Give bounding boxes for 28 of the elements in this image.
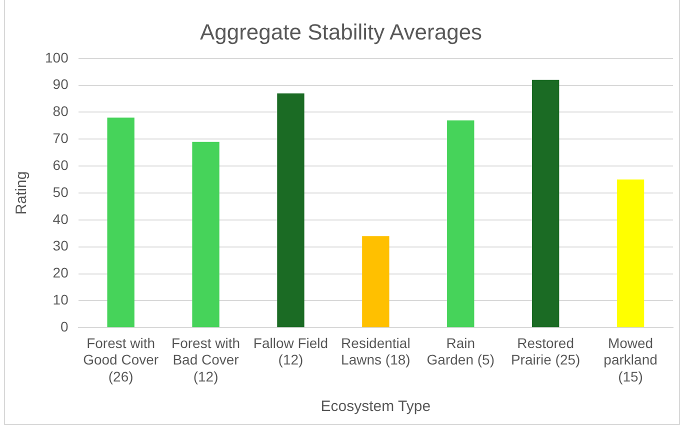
x-tick-label: Restored Prairie (25) <box>510 334 580 368</box>
y-tick-label: 50 <box>52 184 69 200</box>
x-tick-label: Residential Lawns (18) <box>341 334 410 368</box>
chart-title: Aggregate Stability Averages <box>200 19 482 44</box>
y-tick-label: 70 <box>52 130 69 146</box>
y-tick-label: 90 <box>52 76 69 92</box>
y-axis-title: Rating <box>13 171 30 215</box>
x-tick-label: Rain Garden (5) <box>426 334 494 368</box>
x-tick-label: Fallow Field (12) <box>253 334 328 368</box>
bar <box>362 236 390 328</box>
bar <box>277 93 304 328</box>
y-tick-label: 60 <box>52 156 69 173</box>
y-tick-label: 80 <box>52 103 69 120</box>
bar <box>616 180 644 328</box>
bar <box>192 142 220 328</box>
y-tick-label: 40 <box>52 210 69 227</box>
x-axis-title: Ecosystem Type <box>320 398 431 416</box>
y-tick-label: 10 <box>52 292 69 308</box>
x-tick-label: Forest with Bad Cover (12) <box>172 334 240 384</box>
bar <box>532 80 560 328</box>
y-tick-label: 100 <box>45 49 69 66</box>
y-tick-label: 30 <box>52 238 69 254</box>
bar <box>107 118 134 328</box>
y-tick-label: 20 <box>52 264 69 281</box>
bar <box>447 120 474 328</box>
x-tick-label: Mowed parkland (15) <box>604 334 658 384</box>
x-tick-label: Forest with Good Cover (26) <box>83 334 159 384</box>
y-tick-label: 0 <box>60 318 69 334</box>
